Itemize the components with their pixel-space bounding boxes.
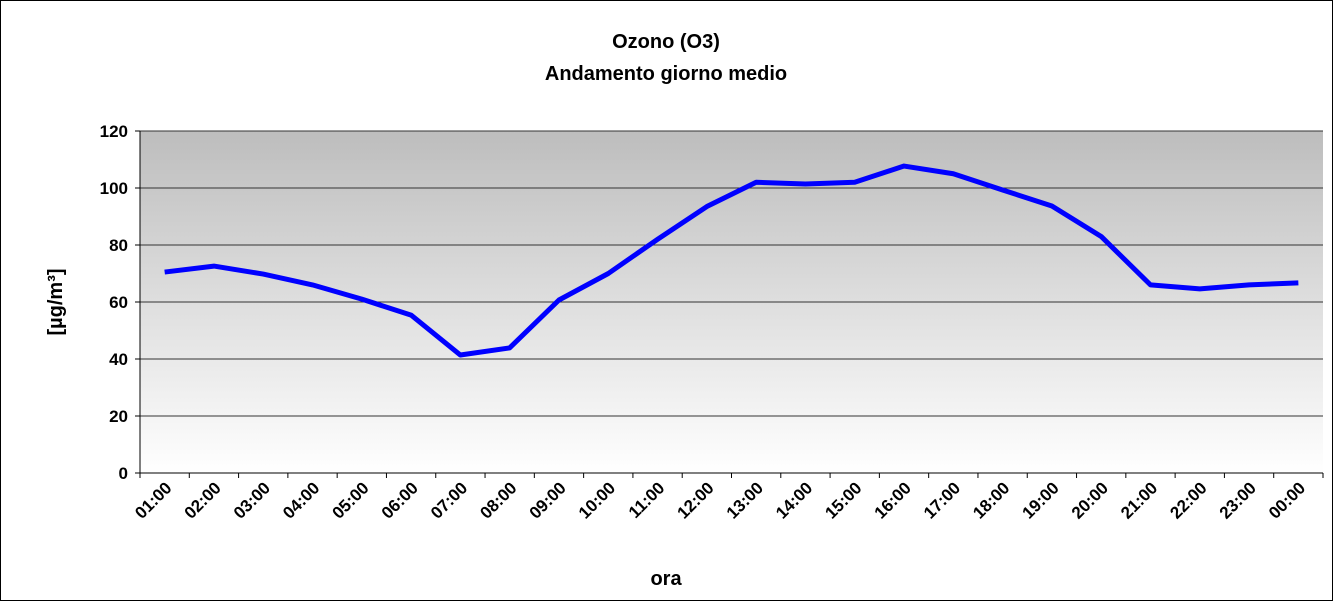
chart-subtitle: Andamento giorno medio	[545, 63, 787, 85]
y-tick-label: 80	[109, 236, 128, 255]
chart-title: Ozono (O3)	[612, 31, 720, 53]
y-tick-label: 0	[119, 464, 128, 483]
y-tick-label: 120	[100, 122, 128, 141]
y-tick-label: 40	[109, 350, 128, 369]
line-series	[164, 163, 1299, 358]
y-tick-label: 20	[109, 407, 128, 426]
x-axis-label: ora	[650, 568, 682, 590]
y-axis-label: [µg/m³]	[45, 268, 67, 335]
y-tick-label: 100	[100, 179, 128, 198]
y-tick-label: 60	[109, 293, 128, 312]
